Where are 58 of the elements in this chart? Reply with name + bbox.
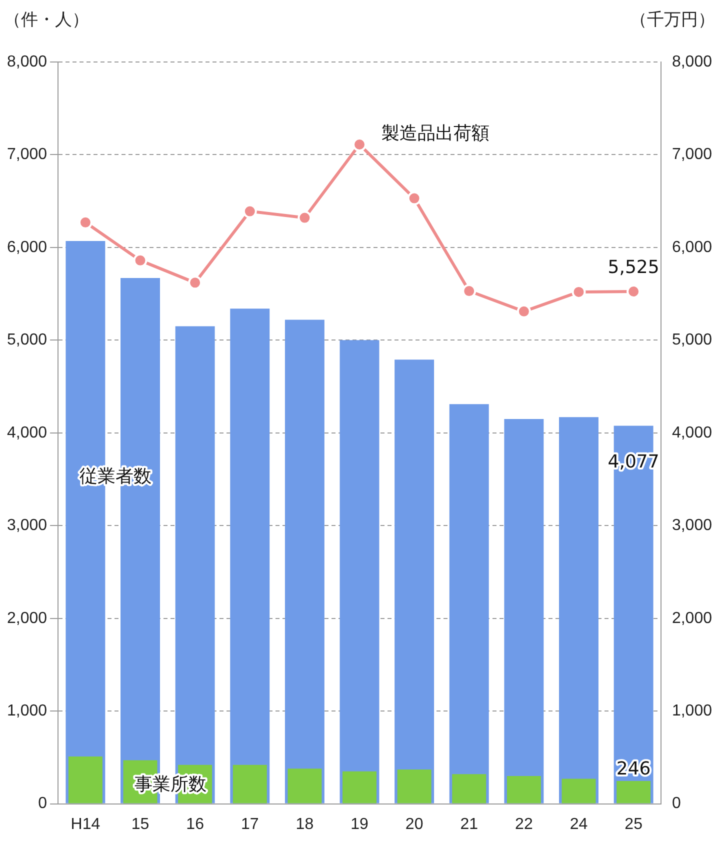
y2-tick-label: 6,000 bbox=[672, 238, 712, 256]
y-tick-label: 1,000 bbox=[6, 702, 48, 720]
bar bbox=[449, 404, 489, 804]
y-tick-label: 8,000 bbox=[6, 53, 48, 70]
bar bbox=[230, 308, 270, 804]
y-tick-label: 4,000 bbox=[6, 424, 48, 442]
bar bbox=[68, 756, 102, 804]
bar bbox=[506, 776, 541, 804]
bar bbox=[232, 764, 267, 804]
point bbox=[298, 210, 312, 225]
x-tick-label: 15 bbox=[131, 816, 150, 833]
y-tick-label: 5,000 bbox=[6, 332, 48, 349]
bar bbox=[340, 340, 380, 804]
point bbox=[352, 138, 366, 152]
y2-tick-label: 8,000 bbox=[672, 53, 712, 70]
bar bbox=[394, 360, 434, 804]
bar bbox=[397, 769, 432, 804]
x-tick-label: 17 bbox=[240, 816, 259, 833]
y-axis-title: （件・人） bbox=[4, 9, 89, 31]
y-tick-label: 7,000 bbox=[6, 146, 48, 164]
x-tick-label: 20 bbox=[405, 816, 424, 833]
x-tick-label: 24 bbox=[570, 816, 588, 833]
x-tick-label: 25 bbox=[624, 816, 643, 833]
y-tick-label: 6,000 bbox=[6, 238, 48, 256]
y2-tick-label: 7,000 bbox=[672, 146, 712, 164]
y-tick-label: 2,000 bbox=[6, 610, 48, 627]
y2-tick-label: 0 bbox=[672, 795, 681, 812]
bar bbox=[284, 320, 324, 804]
data-label: 5,525 bbox=[608, 257, 660, 278]
x-tick-label: 22 bbox=[515, 816, 533, 833]
bar bbox=[288, 768, 322, 804]
point bbox=[407, 191, 422, 206]
bar bbox=[562, 778, 596, 804]
y2-tick-label: 3,000 bbox=[672, 517, 712, 534]
point bbox=[188, 276, 202, 290]
x-tick-label: 16 bbox=[186, 816, 204, 833]
bar bbox=[342, 771, 376, 804]
bar bbox=[452, 774, 486, 804]
y2-tick-label: 2,000 bbox=[672, 610, 712, 627]
y-tick-label: 0 bbox=[38, 795, 48, 812]
x-tick-label: 21 bbox=[460, 816, 478, 833]
y-tick-label: 3,000 bbox=[6, 517, 48, 534]
bar bbox=[504, 418, 544, 804]
x-tick-label: 18 bbox=[296, 816, 314, 833]
x-tick-label: H14 bbox=[70, 816, 100, 833]
point bbox=[78, 215, 92, 230]
series-label: 製造品出荷額 bbox=[382, 123, 490, 144]
y2-tick-label: 1,000 bbox=[672, 702, 712, 720]
y2-axis-title: （千万円） bbox=[630, 9, 715, 31]
y2-tick-label: 4,000 bbox=[672, 424, 712, 442]
bar bbox=[559, 417, 598, 804]
bar bbox=[616, 780, 651, 804]
y2-tick-label: 5,000 bbox=[672, 332, 712, 349]
point bbox=[133, 253, 148, 268]
x-tick-label: 19 bbox=[350, 816, 368, 833]
point bbox=[516, 304, 531, 318]
point bbox=[242, 204, 257, 218]
data-label: 246 bbox=[616, 758, 651, 780]
